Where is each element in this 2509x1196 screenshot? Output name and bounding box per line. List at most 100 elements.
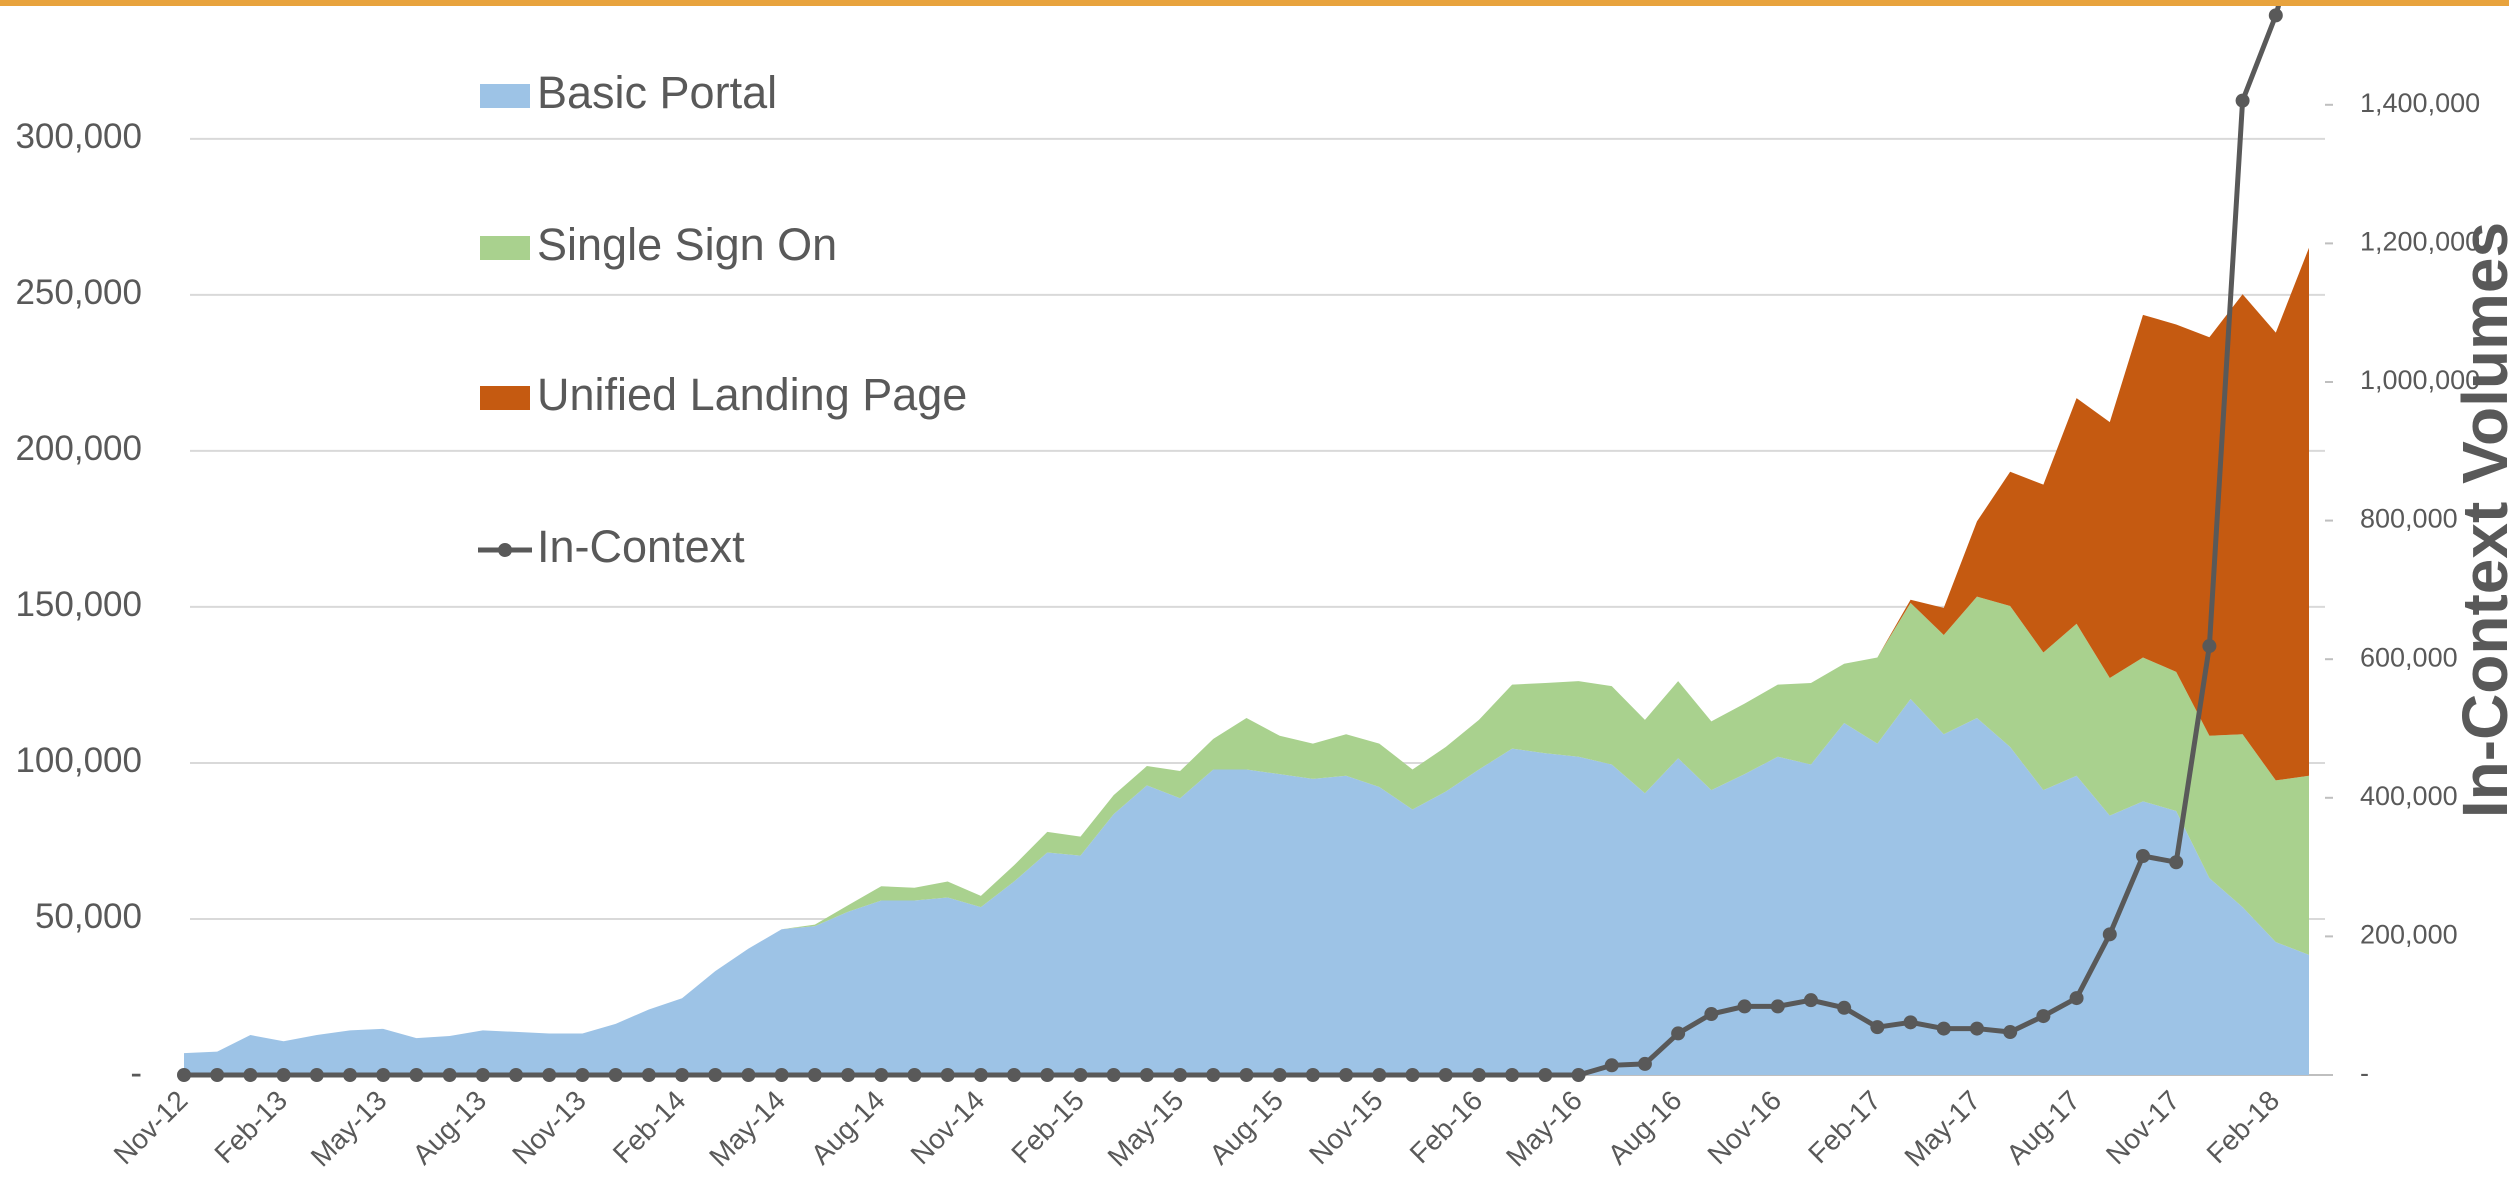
marker xyxy=(1837,1000,1852,1015)
legend-swatch xyxy=(480,84,530,108)
y2-tick-label: 400,000 xyxy=(2360,781,2458,811)
plot-area xyxy=(177,6,2309,1082)
x-tick-label: Aug-15 xyxy=(1203,1085,1289,1171)
top-border xyxy=(0,0,2509,6)
area xyxy=(184,596,2309,1054)
x-tick-label: Aug-16 xyxy=(1602,1085,1688,1171)
marker xyxy=(309,1068,324,1082)
legend-marker xyxy=(498,543,512,557)
marker xyxy=(1106,1068,1121,1082)
y-tick-label: 200,000 xyxy=(15,429,142,468)
x-tick-label: Nov-15 xyxy=(1303,1085,1389,1171)
marker xyxy=(1173,1068,1188,1082)
x-tick-label: Nov-16 xyxy=(1701,1085,1787,1171)
y2-tick-label: 800,000 xyxy=(2360,504,2458,534)
marker xyxy=(973,1068,988,1082)
marker xyxy=(1073,1068,1088,1082)
marker xyxy=(409,1068,424,1082)
x-tick-label: Feb-15 xyxy=(1005,1085,1090,1170)
marker xyxy=(1637,1056,1652,1071)
marker xyxy=(1803,993,1818,1008)
y-tick-label: 100,000 xyxy=(15,741,142,780)
marker xyxy=(2169,855,2184,870)
marker xyxy=(2268,8,2283,23)
marker xyxy=(343,1068,358,1082)
marker xyxy=(874,1068,889,1082)
marker xyxy=(1770,999,1785,1014)
legend-swatch xyxy=(480,386,530,410)
marker xyxy=(641,1068,656,1082)
y2-tick-label: 200,000 xyxy=(2360,920,2458,950)
marker xyxy=(376,1068,391,1082)
marker xyxy=(907,1068,922,1082)
marker xyxy=(1305,1068,1320,1082)
x-tick-label: Aug-13 xyxy=(407,1085,493,1171)
marker xyxy=(774,1068,789,1082)
marker xyxy=(1671,1026,1686,1041)
x-tick-label: Nov-13 xyxy=(506,1085,592,1171)
y-tick-label: 150,000 xyxy=(15,585,142,624)
marker xyxy=(509,1068,524,1082)
marker xyxy=(475,1068,490,1082)
marker xyxy=(1936,1021,1951,1036)
x-tick-label: Feb-16 xyxy=(1404,1085,1489,1170)
x-tick-label: Nov-12 xyxy=(108,1085,194,1171)
legend-label: Basic Portal xyxy=(537,67,777,118)
y-tick-label: - xyxy=(130,1053,142,1092)
marker xyxy=(1870,1020,1885,1035)
marker xyxy=(2235,93,2250,108)
marker xyxy=(807,1068,822,1082)
marker xyxy=(1405,1068,1420,1082)
y2-tick-label: 1,400,000 xyxy=(2360,88,2480,118)
x-tick-label: Aug-14 xyxy=(805,1085,891,1171)
marker xyxy=(1272,1068,1287,1082)
marker xyxy=(1339,1068,1354,1082)
marker xyxy=(1471,1068,1486,1082)
x-tick-label: Feb-18 xyxy=(2201,1085,2286,1170)
x-tick-label: Aug-17 xyxy=(2000,1085,2086,1171)
y-tick-label: 300,000 xyxy=(15,117,142,156)
marker xyxy=(1239,1068,1254,1082)
marker xyxy=(940,1068,955,1082)
marker xyxy=(276,1068,291,1082)
marker xyxy=(243,1068,258,1082)
legend-label: Unified Landing Page xyxy=(537,369,967,420)
x-tick-label: Nov-14 xyxy=(905,1085,991,1171)
marker xyxy=(442,1068,457,1082)
x-tick-label: May-16 xyxy=(1500,1085,1588,1173)
y2-tick-label: 1,000,000 xyxy=(2360,365,2480,395)
marker xyxy=(177,1068,191,1082)
marker xyxy=(1505,1068,1520,1082)
y-tick-label: 50,000 xyxy=(35,897,142,936)
marker xyxy=(741,1068,756,1082)
marker xyxy=(2135,849,2150,864)
marker xyxy=(1737,999,1752,1014)
marker xyxy=(1372,1068,1387,1082)
marker xyxy=(2036,1009,2051,1024)
y2-tick-label: 1,200,000 xyxy=(2360,227,2480,257)
marker xyxy=(2202,639,2217,654)
marker xyxy=(1903,1015,1918,1030)
marker xyxy=(1604,1058,1619,1073)
marker xyxy=(1139,1068,1154,1082)
x-tick-label: May-15 xyxy=(1102,1085,1190,1173)
area xyxy=(184,698,2309,1075)
marker xyxy=(2102,927,2117,942)
legend-label: In-Context xyxy=(537,521,745,572)
marker xyxy=(675,1068,690,1082)
marker xyxy=(1571,1068,1586,1082)
legend-label: Single Sign On xyxy=(537,219,837,270)
y2-axis-title: In-Context Volumes xyxy=(2449,222,2509,818)
legend-swatch xyxy=(480,236,530,260)
marker xyxy=(1538,1068,1553,1082)
marker xyxy=(575,1068,590,1082)
marker xyxy=(708,1068,723,1082)
marker xyxy=(210,1068,225,1082)
marker xyxy=(1704,1007,1719,1022)
marker xyxy=(841,1068,856,1082)
marker xyxy=(2003,1025,2018,1040)
x-tick-label: Feb-13 xyxy=(208,1085,293,1170)
y-tick-label: 250,000 xyxy=(15,273,142,312)
